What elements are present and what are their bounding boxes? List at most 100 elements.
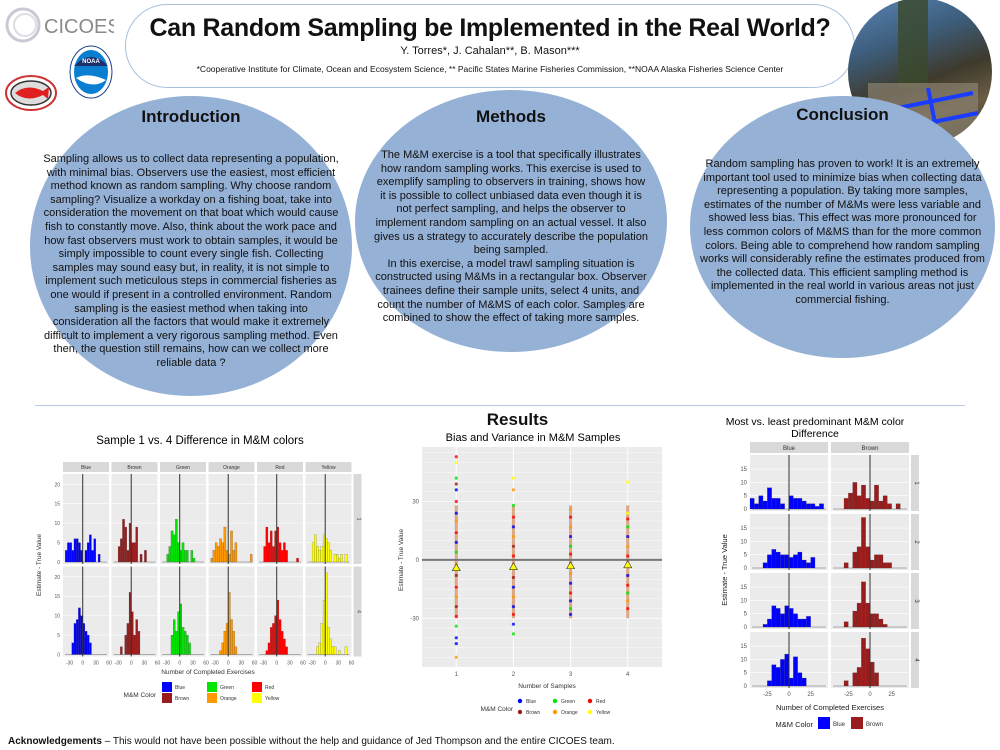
histogram-bar: [186, 634, 189, 655]
histogram-bar: [181, 627, 185, 655]
y-tick-label: 0: [416, 558, 420, 564]
histogram-bar: [175, 519, 178, 563]
y-tick-label: 10: [740, 539, 747, 545]
histogram-bar: [272, 623, 275, 655]
histogram-bar: [878, 618, 884, 628]
data-point: [454, 585, 458, 589]
y-tick-label: 15: [740, 467, 747, 473]
histogram-bar: [329, 550, 332, 563]
x-tick-label: 30: [190, 661, 196, 667]
data-point: [454, 550, 458, 554]
histogram-bar: [878, 500, 884, 510]
histogram-bar: [861, 517, 866, 569]
x-tick-label: -30: [260, 661, 267, 667]
data-point: [454, 605, 458, 609]
histogram-bar: [856, 602, 862, 628]
histogram-bar: [232, 631, 235, 655]
histogram-bar: [219, 538, 222, 563]
x-tick-label: 0: [130, 661, 133, 667]
legend-label: Red: [596, 699, 605, 705]
chart2-legend-title: M&M Color: [480, 706, 513, 713]
data-point: [454, 482, 458, 486]
data-point: [626, 606, 630, 611]
introduction-heading: Introduction: [141, 107, 241, 126]
methods-body-2: In this exercise, a model trawl sampling…: [375, 257, 647, 325]
x-tick-label: 0: [227, 661, 230, 667]
histogram-bar: [267, 542, 271, 563]
data-point: [568, 581, 573, 585]
histogram-bar: [181, 542, 185, 563]
poster-header: Can Random Sampling be Implemented in th…: [125, 4, 855, 88]
histogram-bar: [806, 616, 811, 628]
facet-strip: [160, 462, 206, 472]
histogram-bar: [767, 554, 772, 569]
histogram-bar: [217, 546, 220, 563]
facet-strip: [831, 442, 909, 453]
data-point: [511, 632, 516, 636]
histogram-bar: [278, 542, 282, 563]
legend-swatch: [851, 717, 863, 729]
histogram-bar: [767, 680, 772, 687]
histogram-bar: [758, 495, 764, 510]
x-tick-label: 0: [275, 661, 278, 667]
facet-strip: [208, 462, 255, 472]
histogram-bar: [797, 498, 803, 510]
histogram-bar: [316, 646, 319, 655]
svg-text:NOAA: NOAA: [82, 59, 100, 65]
data-point: [511, 554, 516, 558]
data-point: [454, 655, 458, 659]
histogram-bar: [767, 487, 772, 510]
data-point: [626, 511, 630, 515]
histogram-bar: [852, 482, 858, 510]
facet-row-strip: [911, 632, 919, 688]
histogram-bar: [784, 653, 790, 687]
data-point: [454, 642, 458, 646]
chart2-ylabel: Estimate - True Value: [398, 529, 405, 591]
histogram-bar: [192, 558, 196, 563]
data-point: [511, 612, 516, 617]
results-heading: Results: [486, 410, 549, 429]
legend-label: Blue: [175, 685, 185, 691]
legend-label: Blue: [833, 722, 846, 728]
histogram-bar: [320, 623, 324, 655]
histogram-bar: [91, 550, 94, 563]
histogram-bar: [852, 551, 858, 569]
histogram-bar: [135, 526, 138, 563]
conclusion-body: Random sampling has proven to work! It i…: [700, 158, 985, 306]
histogram-bar: [170, 634, 174, 655]
facet-strip: [305, 462, 352, 472]
facet-row-label: 4: [913, 658, 919, 662]
histogram-bar: [283, 542, 286, 563]
histogram-bar: [775, 551, 781, 569]
histogram-bar: [856, 495, 862, 510]
histogram-bar: [784, 605, 790, 628]
legend-label: Yellow: [265, 696, 280, 702]
noaa-logo: NOAA: [68, 44, 114, 100]
histogram-bar: [329, 638, 332, 655]
histogram-bar: [234, 542, 238, 563]
histogram-bar: [874, 613, 879, 628]
data-point: [511, 476, 516, 480]
chart-most-vs-least: Most vs. least predominant M&M color Dif…: [720, 416, 919, 729]
histogram-bar: [797, 551, 803, 569]
histogram-bar: [780, 659, 785, 687]
histogram-bar: [331, 646, 335, 655]
histogram-bar: [869, 661, 875, 687]
histogram-bar: [806, 562, 811, 569]
data-point: [511, 503, 516, 508]
histogram-bar: [887, 503, 892, 510]
histogram-bar: [869, 559, 875, 569]
histogram-bar: [173, 534, 176, 563]
facet-strip-label: Blue: [783, 446, 796, 452]
x-tick-label: 1: [455, 672, 459, 678]
legend-label: Yellow: [596, 710, 611, 716]
histogram-bar: [780, 554, 785, 569]
facet-row-label: 1: [913, 481, 919, 485]
data-point: [568, 552, 573, 556]
histogram-bar: [327, 627, 330, 655]
x-tick-label: -30: [114, 661, 121, 667]
histogram-bar: [230, 619, 233, 655]
facet-strip: [750, 442, 828, 453]
mean-marker: [451, 563, 461, 572]
histogram-bar: [801, 677, 807, 687]
